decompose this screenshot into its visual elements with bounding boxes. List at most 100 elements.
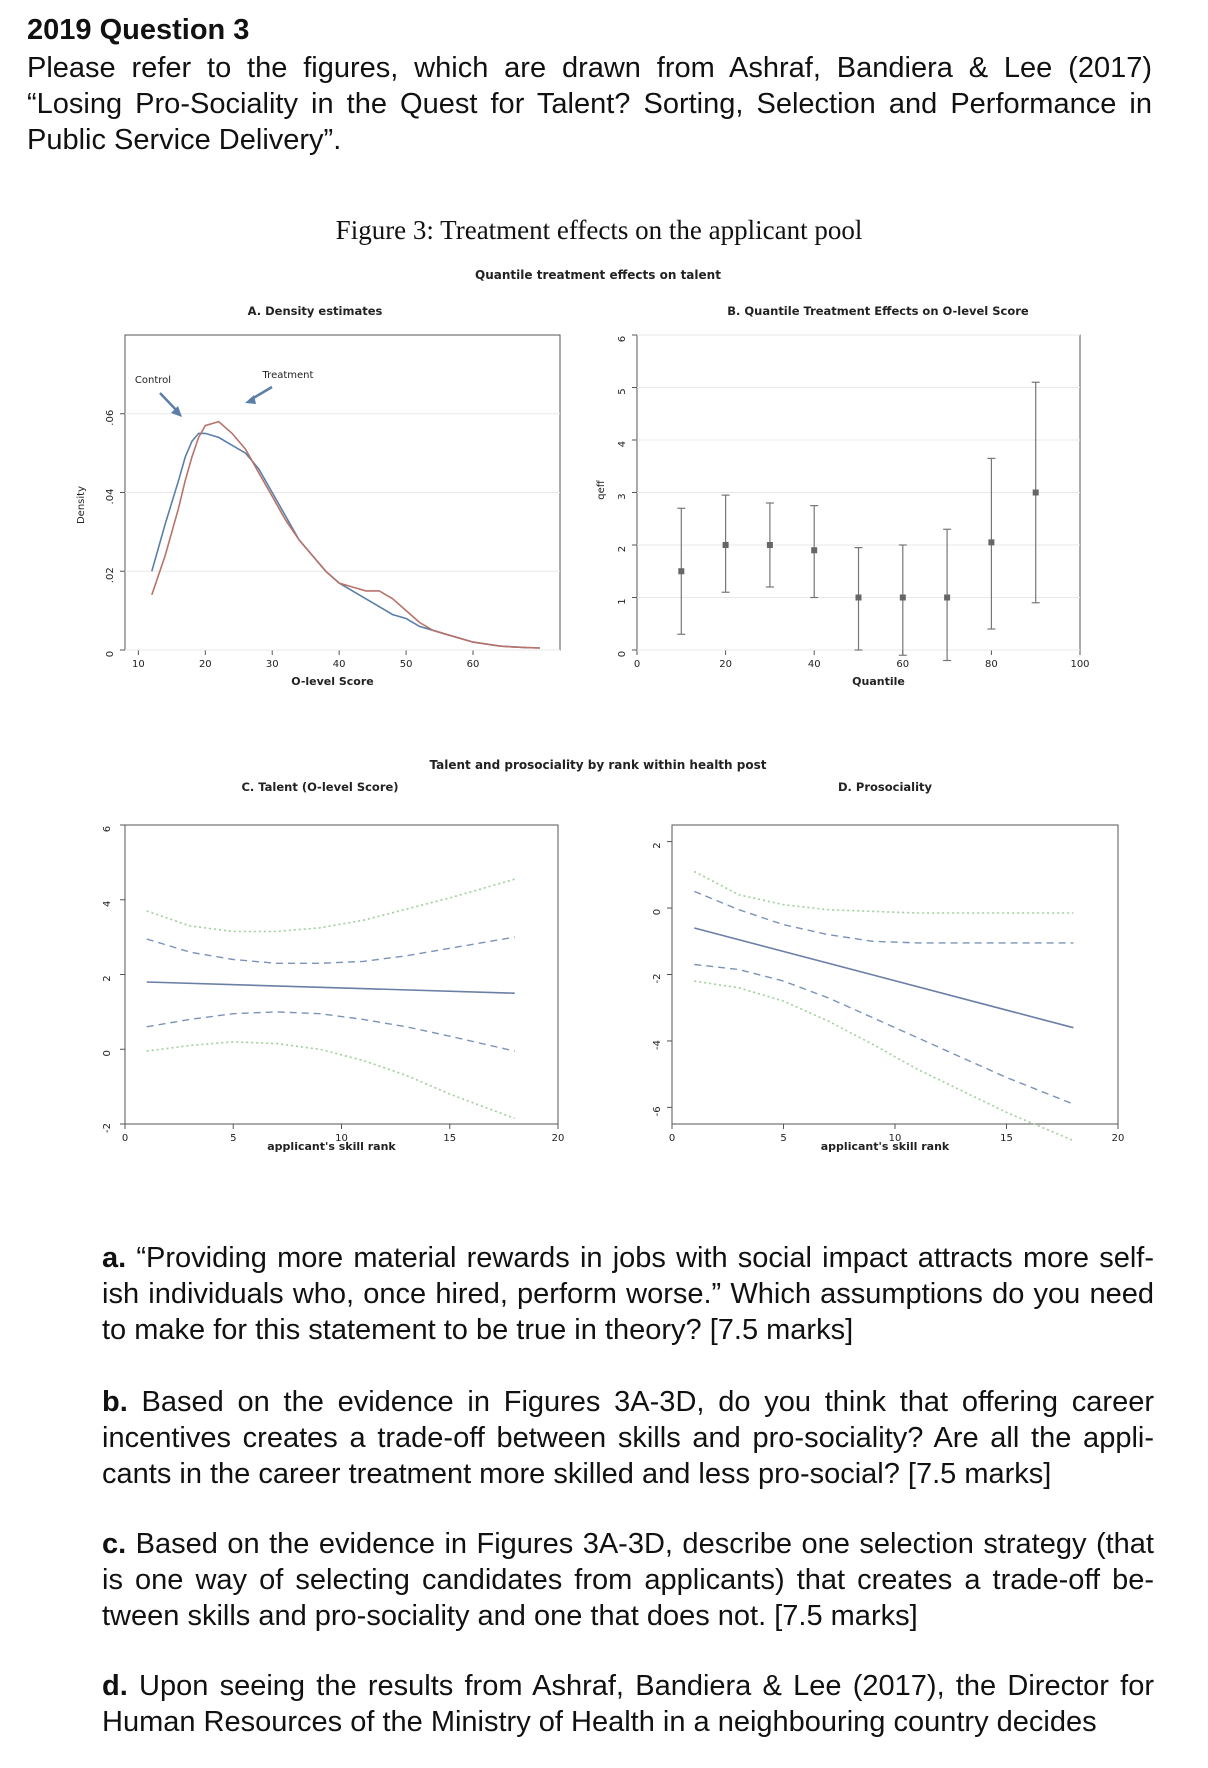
panel-b-xtick-label: 20 — [719, 659, 732, 670]
panel-b-ytick-label: 6 — [617, 336, 628, 342]
panel-b-point — [944, 594, 951, 601]
panel-a-annotation-control: Control — [135, 375, 171, 386]
panel-b-point — [988, 539, 995, 546]
panel-d-frame — [671, 824, 1119, 1125]
panel-d-xtick-label: 5 — [780, 1133, 786, 1144]
panel-d-xtick-label: 0 — [669, 1133, 675, 1144]
panel-c-ytick-label: 0 — [102, 1050, 113, 1056]
panel-b-xlabel: Quantile — [852, 675, 905, 688]
question-part-a: a. “Providing more material rewards in j… — [102, 1240, 1154, 1348]
panel-d-ci-line — [694, 963, 1074, 1105]
panel-b-point — [678, 568, 685, 575]
panel-a-ytick-label: .06 — [105, 410, 116, 426]
panel-d-band-line — [693, 870, 1074, 914]
panel-c-ci-line — [146, 1011, 515, 1052]
panel-c-band-line — [146, 878, 515, 933]
panel-d-fit-line — [694, 927, 1074, 1029]
panel-b-ytick-label: 2 — [617, 546, 628, 552]
panel-b-point — [899, 594, 906, 601]
panel-c-xtick-label: 20 — [552, 1133, 565, 1144]
panel-b-ytick-label: 5 — [617, 388, 628, 394]
panel-d-ytick-label: -2 — [652, 974, 663, 984]
panel-c-title: C. Talent (O-level Score) — [241, 780, 398, 794]
panel-b-point — [855, 594, 862, 601]
panel-a-arrowhead-control — [171, 406, 182, 417]
panel-a-arrow-control — [159, 392, 179, 413]
panel-c-ytick-label: 6 — [102, 826, 113, 832]
question-part-b: b. Based on the evidence in Figures 3A-3… — [102, 1384, 1154, 1492]
panel-c-xlabel: applicant's skill rank — [267, 1140, 396, 1153]
panel-b-ylabel: qeff — [596, 479, 607, 500]
panel-a-ytick-label: .02 — [105, 567, 116, 583]
panel-d-xtick-label: 15 — [1000, 1133, 1013, 1144]
panel-b-ytick-label: 1 — [617, 598, 628, 604]
panel-c-ytick-label: 2 — [102, 975, 113, 981]
panel-c-fit-line — [146, 981, 515, 994]
panel-a-arrowhead-treatment — [245, 395, 256, 404]
part-text: Based on the evidence in Figures 3A-3D, … — [102, 1386, 1154, 1490]
panel-c-frame — [124, 824, 559, 1125]
panel-d-xtick-label: 10 — [889, 1133, 902, 1144]
figure-title-text: Figure 3: Treatment effects on the appli… — [335, 215, 863, 245]
panel-d-xtick-label: 20 — [1112, 1133, 1125, 1144]
panel-a-series-treatment — [151, 420, 540, 649]
question-title: 2019 Question 3 — [27, 14, 250, 46]
panel-a-xtick-label: 20 — [199, 659, 212, 670]
figure-title: Figure 3: Treatment effects on the appli… — [0, 215, 1208, 246]
part-label: c. — [102, 1528, 127, 1560]
panel-b-title: B. Quantile Treatment Effects on O-level… — [727, 304, 1029, 318]
panel-c-xtick-label: 10 — [335, 1133, 348, 1144]
part-label: b. — [102, 1386, 128, 1418]
panel-b-point — [811, 547, 818, 554]
panel-d-ytick-label: -4 — [652, 1040, 663, 1050]
panel-a-annotation-treatment: Treatment — [262, 370, 314, 381]
part-label: d. — [102, 1670, 128, 1702]
question-part-c: c. Based on the evidence in Figures 3A-3… — [102, 1526, 1154, 1634]
panel-c-ci-line — [146, 936, 515, 964]
panel-c-band-line — [146, 1040, 515, 1120]
panel-c-xtick-label: 0 — [122, 1133, 128, 1144]
question-intro: Please refer to the figures, which are d… — [27, 52, 1152, 156]
panel-b-ytick-label: 4 — [617, 441, 628, 447]
panel-b-xtick-label: 60 — [896, 659, 909, 670]
panel-c-ytick-label: 4 — [102, 901, 113, 907]
part-text: “Providing more material rewards in jobs… — [102, 1242, 1154, 1346]
section-header-bottom: Talent and prosociality by rank within h… — [430, 758, 767, 772]
figure-3-panels: Quantile treatment effects on talent Tale… — [76, 268, 1125, 1153]
panel-a-xtick-label: 30 — [266, 659, 279, 670]
panel-a-ytick-label: .04 — [105, 489, 116, 505]
panel-a-xtick-label: 60 — [467, 659, 480, 670]
panel-a-xtick-label: 40 — [333, 659, 346, 670]
panel-b-xtick-label: 40 — [808, 659, 821, 670]
panel-d-ytick-label: -6 — [652, 1106, 663, 1116]
panel-c-ytick-label: -2 — [102, 1123, 113, 1133]
panel-d-title: D. Prosociality — [838, 780, 933, 794]
panel-a-ylabel: Density — [76, 486, 87, 524]
panel-a-series-control — [151, 432, 540, 649]
panel-c-xtick-label: 5 — [230, 1133, 236, 1144]
section-header-top: Quantile treatment effects on talent — [475, 268, 721, 282]
question-part-d: d. Upon seeing the results from Ashraf, … — [102, 1668, 1154, 1740]
panel-a-ytick-label: 0 — [105, 651, 116, 657]
panel-b-ytick-label: 3 — [617, 493, 628, 499]
panel-c-xtick-label: 15 — [443, 1133, 456, 1144]
panel-d-xlabel: applicant's skill rank — [821, 1140, 950, 1153]
part-label: a. — [102, 1242, 127, 1274]
part-text: Upon seeing the results from Ashraf, Ban… — [102, 1670, 1155, 1738]
panel-a-title: A. Density estimates — [248, 304, 383, 318]
panel-b-xtick-label: 80 — [985, 659, 998, 670]
part-text: Based on the evidence in Figures 3A-3D, … — [102, 1528, 1154, 1632]
panel-d-ytick-label: 0 — [652, 909, 663, 915]
panel-b-xtick-label: 0 — [634, 659, 640, 670]
panel-d-band-line — [694, 980, 1074, 1142]
panel-b-point — [1032, 489, 1039, 496]
panel-b-xtick-label: 100 — [1070, 659, 1089, 670]
panel-b-point — [766, 542, 773, 548]
panel-b-point — [722, 542, 729, 548]
panel-d-ci-line — [694, 890, 1074, 944]
panel-a-xlabel: O-level Score — [291, 675, 373, 688]
panel-d-ytick-label: 2 — [652, 842, 663, 848]
panel-a-xtick-label: 10 — [132, 659, 145, 670]
panel-b-ytick-label: 0 — [617, 651, 628, 657]
panel-a-xtick-label: 50 — [400, 659, 413, 670]
